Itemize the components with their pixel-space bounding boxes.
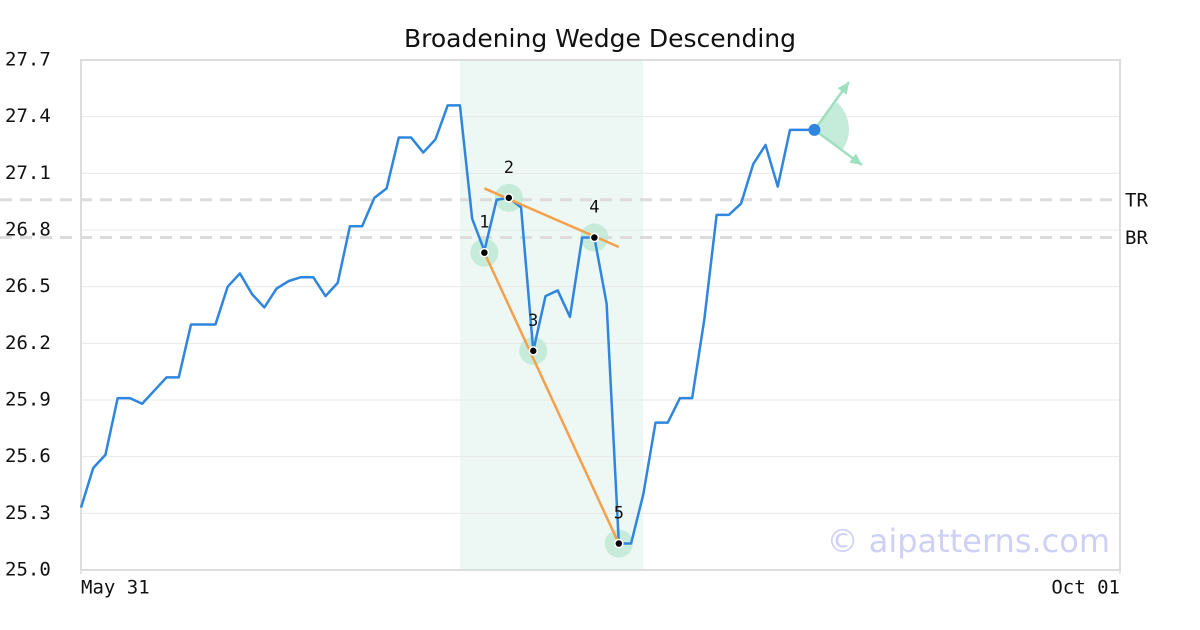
- y-tick-label: 27.4: [5, 105, 51, 127]
- pivot-label: 3: [528, 311, 538, 331]
- pivot-dot: [528, 346, 539, 356]
- y-tick-label: 26.5: [5, 275, 51, 297]
- x-tick-label: Oct 01: [1051, 577, 1120, 599]
- level-label: TR: [1125, 189, 1148, 211]
- x-tick-label: May 31: [81, 577, 150, 599]
- pivot-label: 5: [614, 504, 624, 524]
- y-tick-label: 25.6: [5, 445, 51, 467]
- last-point: [808, 123, 821, 136]
- y-tick-label: 25.0: [5, 559, 51, 581]
- highlight-band: [459, 60, 644, 570]
- y-tick-label: 27.7: [5, 49, 51, 71]
- projection-cone: [814, 101, 849, 150]
- y-tick-label: 26.2: [5, 332, 51, 354]
- pivot-label: 4: [589, 198, 599, 218]
- pivot-label: 2: [504, 158, 514, 178]
- plot-border: [80, 59, 1121, 571]
- projection-arrowhead: [837, 82, 849, 95]
- y-tick-label: 25.3: [5, 502, 51, 524]
- pivot-label: 1: [479, 213, 489, 233]
- watermark: © aipatterns.com: [827, 522, 1110, 560]
- chart-title: Broadening Wedge Descending: [404, 24, 796, 53]
- pivot-dot: [479, 247, 490, 258]
- pivot-dot: [614, 538, 624, 549]
- projection-arrowhead: [849, 153, 862, 165]
- y-tick-label: 26.8: [5, 219, 51, 241]
- price-line: [79, 104, 815, 545]
- level-label: BR: [1125, 227, 1148, 249]
- pivot-dot: [589, 232, 600, 243]
- trendline: [483, 252, 620, 545]
- y-tick-label: 25.9: [5, 389, 51, 411]
- y-tick-label: 27.1: [5, 162, 51, 184]
- pivot-dot: [504, 193, 514, 203]
